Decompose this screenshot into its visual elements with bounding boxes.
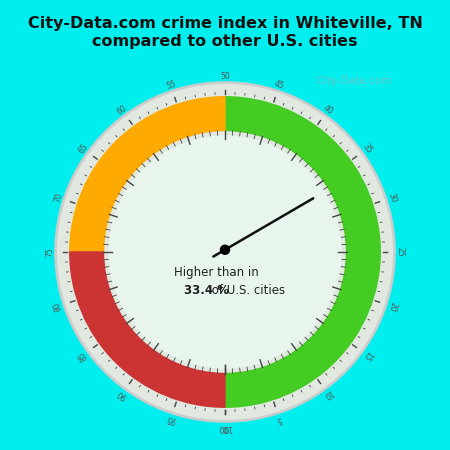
Text: City-Data.com crime index in Whiteville, TN: City-Data.com crime index in Whiteville,…	[27, 16, 423, 31]
Text: 33.4 %: 33.4 %	[184, 284, 230, 297]
Text: 10: 10	[322, 387, 335, 400]
Text: 40: 40	[322, 104, 335, 117]
Text: 5: 5	[275, 414, 283, 424]
Wedge shape	[225, 97, 380, 407]
Circle shape	[58, 85, 392, 419]
Text: 85: 85	[76, 349, 90, 362]
Circle shape	[220, 245, 230, 254]
Text: compared to other U.S. cities: compared to other U.S. cities	[92, 34, 358, 49]
Text: 80: 80	[52, 300, 64, 312]
Circle shape	[55, 82, 395, 422]
Text: City-Data.com: City-Data.com	[310, 76, 392, 86]
Text: 35: 35	[360, 142, 374, 155]
Text: of U.S. cities: of U.S. cities	[208, 284, 285, 297]
Circle shape	[109, 136, 341, 368]
Text: 20: 20	[386, 300, 398, 312]
Text: 100: 100	[218, 423, 232, 432]
Text: 95: 95	[165, 413, 177, 425]
Text: 45: 45	[273, 79, 285, 91]
Wedge shape	[70, 252, 225, 407]
Text: 0: 0	[223, 423, 227, 432]
Text: 75: 75	[45, 247, 54, 257]
Text: Higher than in: Higher than in	[174, 266, 258, 279]
Text: 50: 50	[220, 72, 230, 81]
Text: 60: 60	[115, 104, 128, 117]
Text: 25: 25	[396, 247, 405, 257]
Text: 90: 90	[115, 387, 128, 400]
Text: 65: 65	[76, 142, 90, 155]
Text: 30: 30	[386, 192, 398, 204]
Text: 55: 55	[165, 79, 177, 91]
Wedge shape	[70, 97, 225, 252]
Text: 70: 70	[52, 192, 64, 204]
Text: 15: 15	[360, 349, 374, 362]
